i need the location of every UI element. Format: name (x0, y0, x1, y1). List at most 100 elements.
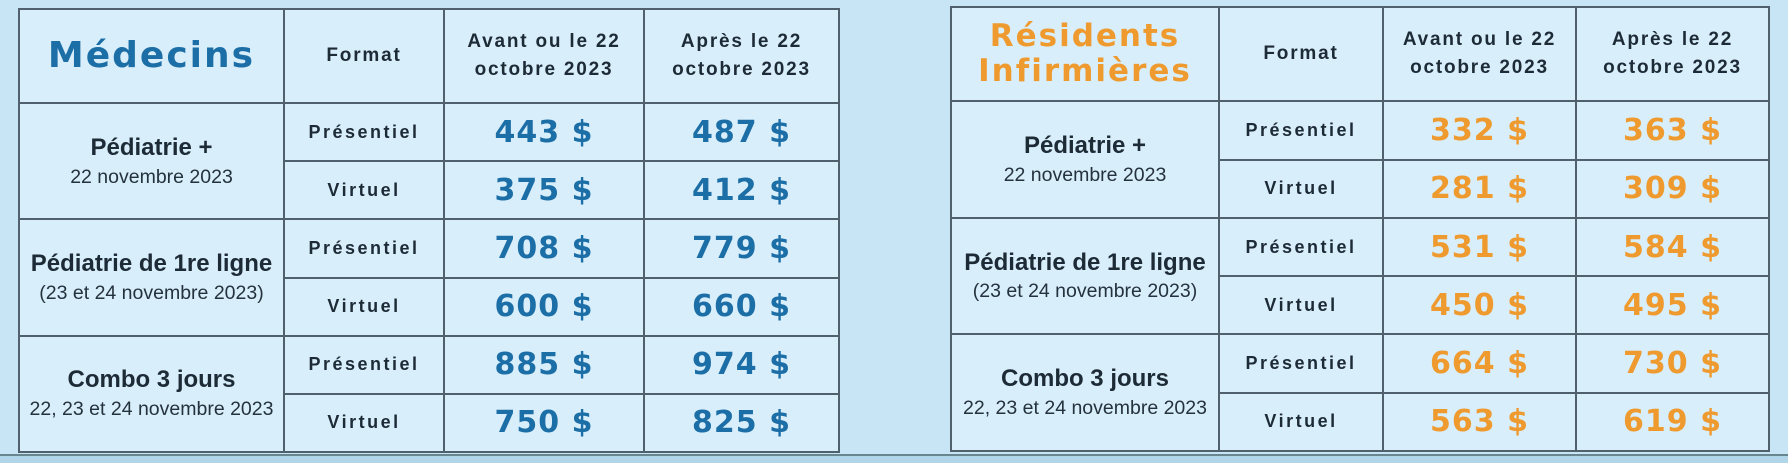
price-value: 363 $ (1623, 113, 1722, 149)
price-cell: 750 $ (443, 392, 645, 454)
format-label: Présentiel (308, 121, 420, 142)
column-header-label: Après le 22 octobre 2023 (1581, 26, 1764, 83)
price-cell: 332 $ (1382, 100, 1577, 161)
format-label: Virtuel (1264, 178, 1338, 199)
category-dates: 22, 23 et 24 novembre 2023 (29, 398, 274, 421)
format-cell: Présentiel (1218, 216, 1384, 278)
format-label: Présentiel (1245, 120, 1357, 141)
header-line: octobre 2023 (672, 59, 811, 81)
format-cell: Présentiel (283, 334, 445, 395)
table-title-cell: Résidents Infirmières (950, 5, 1220, 103)
format-label: Virtuel (1264, 411, 1338, 432)
table-row: Pédiatrie + 22 novembre 2023 Présentiel … (950, 100, 1770, 219)
column-header-label: Format (1263, 42, 1339, 64)
price-cell: 281 $ (1382, 158, 1577, 219)
format-label: Présentiel (308, 354, 420, 375)
table-row: Pédiatrie + 22 novembre 2023 Présentiel … (18, 102, 840, 221)
price-cell: 779 $ (643, 218, 840, 279)
price-value: 750 $ (494, 405, 594, 441)
format-label: Présentiel (1245, 353, 1357, 374)
price-value: 412 $ (692, 172, 791, 208)
table-row: Pédiatrie de 1re ligne (23 et 24 novembr… (18, 218, 840, 337)
column-header-format: Format (283, 7, 445, 105)
header-line: octobre 2023 (1603, 57, 1742, 79)
price-value: 730 $ (1623, 346, 1722, 382)
column-header-label: Format (326, 44, 402, 66)
price-value: 600 $ (494, 289, 594, 325)
table-row: Virtuel 563 $ 619 $ (951, 391, 1770, 453)
table-title-cell: Médecins (18, 7, 285, 105)
header-line: Après le 22 (1611, 28, 1734, 50)
price-cell: 375 $ (443, 160, 645, 221)
bottom-section-edge (0, 454, 1788, 463)
column-header-before: Avant ou le 22 octobre 2023 (443, 7, 645, 105)
price-value: 495 $ (1623, 287, 1722, 323)
format-label: Présentiel (1245, 236, 1357, 257)
column-header-label: Avant ou le 22 octobre 2023 (1388, 26, 1571, 83)
category-cell-pediatrie-plus: Pédiatrie + 22 novembre 2023 (950, 100, 1220, 219)
price-value: 584 $ (1623, 229, 1722, 265)
column-header-label: Avant ou le 22 octobre 2023 (449, 28, 639, 85)
format-cell: Virtuel (1218, 391, 1384, 453)
price-cell: 664 $ (1382, 333, 1577, 394)
category-name: Pédiatrie de 1re ligne (964, 248, 1206, 276)
format-cell: Présentiel (283, 218, 445, 279)
category-cell-pediatrie-1re-ligne: Pédiatrie de 1re ligne (23 et 24 novembr… (950, 216, 1220, 336)
category-name: Combo 3 jours (1000, 365, 1169, 393)
column-header-before: Avant ou le 22 octobre 2023 (1382, 5, 1577, 103)
price-value: 563 $ (1430, 404, 1529, 440)
header-line: Avant ou le 22 (1402, 28, 1557, 50)
format-cell: Virtuel (283, 160, 445, 221)
price-cell: 450 $ (1382, 275, 1577, 336)
column-header-after: Après le 22 octobre 2023 (1575, 5, 1770, 103)
table-row: Combo 3 jours 22, 23 et 24 novembre 2023… (18, 334, 840, 454)
category-dates: 22 novembre 2023 (1003, 163, 1167, 186)
format-cell: Virtuel (1218, 158, 1384, 219)
price-cell: 600 $ (443, 276, 645, 337)
price-value: 974 $ (692, 347, 791, 383)
table-title: Médecins (47, 34, 256, 76)
table-row: Virtuel 281 $ 309 $ (951, 158, 1770, 219)
table-title: Infirmières (978, 53, 1192, 90)
price-value: 779 $ (692, 231, 791, 267)
price-cell: 495 $ (1575, 275, 1770, 336)
table-row: Virtuel 750 $ 825 $ (19, 392, 840, 454)
format-label: Virtuel (327, 296, 401, 317)
price-value: 443 $ (494, 114, 594, 150)
price-value: 332 $ (1430, 113, 1529, 149)
format-label: Virtuel (327, 179, 401, 200)
format-cell: Virtuel (283, 276, 445, 337)
column-header-label: Après le 22 octobre 2023 (649, 28, 834, 85)
price-cell: 708 $ (443, 218, 645, 279)
category-dates: 22, 23 et 24 novembre 2023 (963, 396, 1207, 419)
category-cell-pediatrie-1re-ligne: Pédiatrie de 1re ligne (23 et 24 novembr… (18, 218, 285, 337)
price-value: 708 $ (494, 231, 594, 267)
category-name: Pédiatrie de 1re ligne (30, 249, 273, 277)
header-line: octobre 2023 (1410, 57, 1549, 79)
table-row: Pédiatrie de 1re ligne (23 et 24 novembr… (950, 216, 1770, 336)
table-row: Combo 3 jours 22, 23 et 24 novembre 2023… (950, 333, 1770, 452)
price-value: 309 $ (1623, 171, 1722, 207)
price-value: 619 $ (1623, 404, 1722, 440)
price-value: 487 $ (692, 114, 791, 150)
price-cell: 730 $ (1575, 333, 1770, 394)
table-row: Virtuel 450 $ 495 $ (951, 275, 1770, 336)
column-header-format: Format (1218, 5, 1384, 103)
price-value: 825 $ (692, 405, 791, 441)
price-value: 664 $ (1430, 346, 1529, 382)
category-name: Pédiatrie + (1023, 132, 1147, 160)
header-line: Après le 22 (680, 30, 803, 52)
category-name: Combo 3 jours (67, 366, 236, 394)
price-value: 281 $ (1430, 171, 1529, 207)
price-cell: 885 $ (443, 334, 645, 395)
header-line: Avant ou le 22 (467, 30, 621, 52)
category-cell-combo-3-jours: Combo 3 jours 22, 23 et 24 novembre 2023 (18, 334, 285, 454)
pricing-table-residents-infirmieres: Résidents Infirmières Format Avant ou le… (950, 5, 1770, 453)
format-cell: Présentiel (283, 102, 445, 163)
price-value: 531 $ (1430, 229, 1529, 265)
table-title: Résidents (989, 18, 1181, 55)
price-value: 885 $ (494, 347, 594, 383)
price-value: 660 $ (692, 289, 791, 325)
header-row: Résidents Infirmières Format Avant ou le… (950, 5, 1770, 103)
